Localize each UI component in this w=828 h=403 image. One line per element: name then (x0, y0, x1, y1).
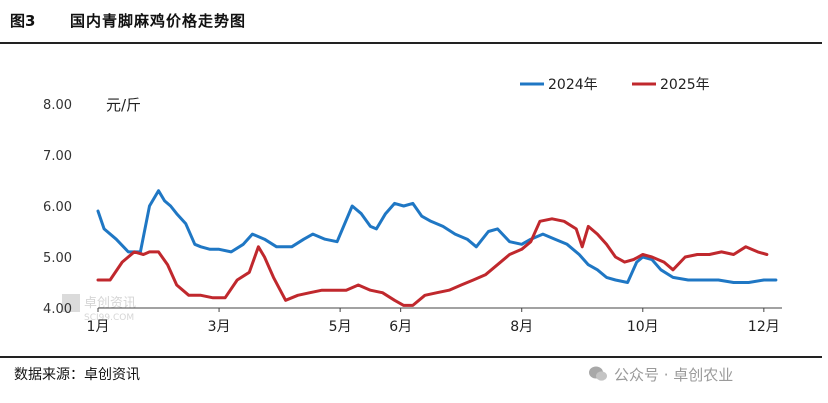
y-tick-label: 7.00 (43, 149, 72, 164)
chart-legend: 2024年 2025年 (520, 77, 710, 93)
watermark-logo: 卓创资讯 SCI99.COM (62, 294, 136, 323)
logo-subtext: SCI99.COM (84, 313, 134, 323)
data-source: 数据来源：卓创资讯 (14, 367, 140, 383)
logo-mark (62, 294, 80, 312)
x-tick-label: 8月 (510, 319, 533, 335)
y-tick-label: 4.00 (43, 302, 72, 317)
logo-text: 卓创资讯 (84, 296, 136, 311)
figure-header: 图3 国内青脚麻鸡价格走势图 (0, 0, 828, 44)
x-tick-label: 5月 (329, 319, 352, 335)
chart-axes: 4.00 5.00 6.00 7.00 8.00 1月 3月 5月 6月 8月 10月 12月 (43, 98, 782, 335)
x-tick-label: 10月 (627, 319, 659, 335)
wechat-watermark: 公众号 · 卓创农业 (588, 360, 733, 388)
bottom-rule (0, 356, 822, 358)
x-tick-label: 3月 (208, 319, 231, 335)
x-tick-label: 1月 (87, 319, 110, 335)
legend-label: 2025年 (660, 77, 710, 93)
x-tick-label: 12月 (748, 319, 780, 335)
series-line-1 (96, 217, 769, 307)
y-unit-label: 元/斤 (106, 96, 141, 114)
y-tick-label: 6.00 (43, 200, 72, 215)
series-layer (96, 189, 778, 307)
price-trend-chart: 卓创资讯 SCI99.COM 4.00 5.00 6.00 7.00 8.00 1月 3月 5… (43, 77, 782, 335)
figure-title: 国内青脚麻鸡价格走势图 (70, 12, 247, 30)
top-rule (0, 42, 822, 44)
y-tick-label: 5.00 (43, 251, 72, 266)
wechat-icon (589, 366, 607, 381)
y-tick-label: 8.00 (43, 98, 72, 113)
legend-label: 2024年 (548, 77, 598, 93)
figure-label: 图3 (10, 12, 36, 30)
wechat-text: 公众号 · 卓创农业 (614, 365, 734, 384)
series-line-0 (96, 189, 778, 284)
x-tick-label: 6月 (389, 319, 412, 335)
